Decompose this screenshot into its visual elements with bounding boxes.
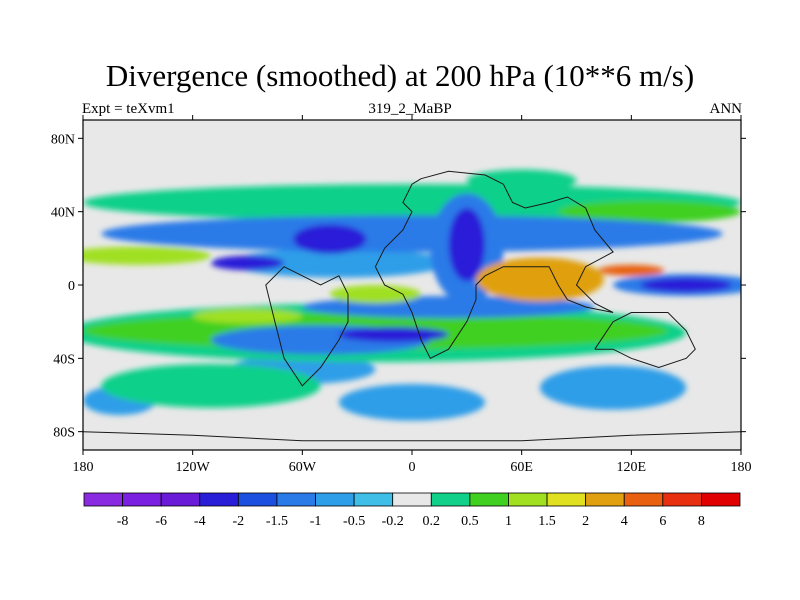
colorbar-label: -8 [117,514,129,529]
x-tick-label: 60W [289,460,317,475]
y-tick-label: 80S [53,426,75,441]
y-tick-label: 80N [51,132,75,147]
colorbar-swatch [585,492,625,507]
colorbar-swatch [83,492,123,507]
colorbar-swatch [508,492,548,507]
colorbar-swatch [469,492,509,507]
chart-title: Divergence (smoothed) at 200 hPa (10**6 … [105,58,695,93]
contour-region--1 [101,215,723,253]
colorbar-swatch [122,492,162,507]
y-tick-label: 40S [53,352,75,367]
colorbar-swatch [237,492,278,507]
colorbar-label: -2 [233,514,245,529]
colorbar-label: 1 [505,514,512,529]
contour-region--0.5 [539,365,687,410]
contour-region--2 [210,255,285,271]
colorbar-label: 6 [659,514,666,529]
x-axis: 180 120W 60W 0 60E 120E 180 [73,115,752,475]
colorbar: -8 -6 -4 -2 -1.5 -1 -0.5 -0.2 0.2 0.5 1 1.5 2 4 6 8 [83,492,741,529]
colorbar-swatch [353,492,394,507]
colorbar-swatch [199,492,239,507]
contour-region-4 [598,264,665,276]
colorbar-label: 0.2 [423,514,441,529]
colorbar-swatch [546,492,587,507]
colorbar-swatch [392,492,432,507]
x-tick-label: 180 [731,460,752,475]
y-tick-label: 0 [68,279,75,294]
run-label: 319_2_MaBP [368,101,452,117]
contour-region--2 [338,327,449,342]
colorbar-label: -1.5 [266,514,288,529]
colorbar-swatch [430,492,471,507]
colorbar-label: -6 [155,514,167,529]
contour-fields [83,169,741,421]
colorbar-label: 0.5 [461,514,479,529]
colorbar-swatch [662,492,702,507]
coastlines [83,170,741,442]
x-tick-label: 120W [176,460,211,475]
colorbar-swatch [701,492,741,507]
contour-region-1.5 [329,285,422,304]
colorbar-label: -0.5 [343,514,365,529]
colorbar-label: 4 [621,514,628,529]
contour-region--2 [448,208,486,282]
contour-region--2 [640,277,732,293]
x-tick-label: 180 [73,460,94,475]
y-tick-label: 40N [51,206,75,221]
contour-region--2 [293,224,367,254]
colorbar-swatch [160,492,201,507]
contour-region--0.5 [229,248,449,278]
colorbar-label: -4 [194,514,206,529]
contour-region-2 [475,257,604,302]
coastline [83,431,741,442]
coastline [374,170,614,359]
experiment-label: Expt = teXvm1 [82,101,175,117]
colorbar-label: -1 [310,514,322,529]
x-tick-label: 120E [617,460,647,475]
coastline [265,266,349,387]
contour-region-1.5 [192,308,303,324]
season-label: ANN [709,101,743,117]
y-axis: 80N 40N 0 40S 80S [51,132,746,441]
contour-region-1.5 [83,246,211,265]
x-tick-label: 0 [409,460,416,475]
colorbar-swatch [623,492,664,507]
colorbar-label: -0.2 [382,514,404,529]
contour-region-0.5 [466,169,577,192]
x-tick-label: 60E [510,460,533,475]
colorbar-label: 8 [698,514,705,529]
colorbar-label: 2 [582,514,589,529]
contour-region-0.5 [101,363,321,408]
contour-region--0.5 [338,384,486,421]
coastline [594,312,696,369]
colorbar-swatch [315,492,355,507]
contour-region-1 [558,200,741,223]
colorbar-swatch [276,492,316,507]
colorbar-label: 1.5 [538,514,556,529]
